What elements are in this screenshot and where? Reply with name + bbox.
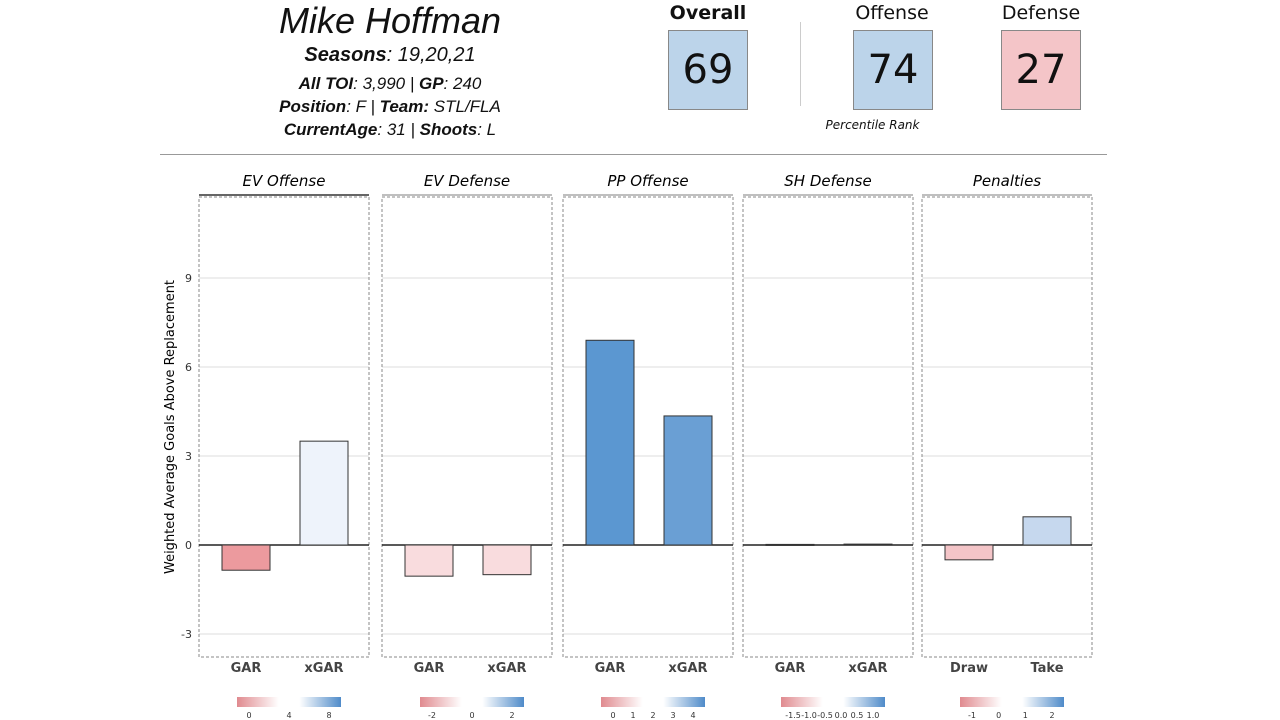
- x-tick-label: GAR: [414, 661, 445, 676]
- toi-line: All TOI: 3,990 | GP: 240: [298, 74, 482, 93]
- defense-label: Defense: [1001, 2, 1081, 24]
- bar-take: [1022, 516, 1072, 546]
- legend-tick: -1.0: [801, 711, 817, 720]
- color-legend: [420, 697, 524, 707]
- seasons-line: Seasons: 19,20,21: [304, 44, 476, 66]
- legend-tick: -1: [968, 711, 976, 720]
- bar-xgar: [843, 543, 893, 546]
- header-divider: [160, 154, 1107, 155]
- panel-title: EV Offense: [243, 172, 326, 190]
- legend-tick: -2: [428, 711, 436, 720]
- y-tick-label: 6: [185, 361, 192, 374]
- color-legend: [601, 697, 705, 707]
- bar-xgar: [299, 440, 349, 546]
- panel-frame: [921, 196, 1093, 658]
- bar-xgar: [663, 415, 713, 546]
- offense-box: 74: [853, 30, 933, 110]
- panel-frame: [381, 196, 553, 658]
- color-legend: [237, 697, 341, 707]
- x-tick-label: xGAR: [487, 661, 526, 676]
- panel-frame: [198, 196, 370, 658]
- bar-gar: [221, 544, 271, 571]
- legend-tick: 1: [630, 711, 635, 720]
- legend-tick: 0: [610, 711, 615, 720]
- panel-title: PP Offense: [607, 172, 688, 190]
- x-tick-label: GAR: [775, 661, 806, 676]
- legend-tick: 8: [326, 711, 331, 720]
- bar-gar: [765, 543, 815, 546]
- x-tick-label: xGAR: [668, 661, 707, 676]
- legend-tick: 0.0: [835, 711, 848, 720]
- bar-gar: [404, 544, 454, 577]
- defense-box: 27: [1001, 30, 1081, 110]
- y-tick-label: -3: [181, 628, 192, 641]
- legend-tick: 0: [996, 711, 1001, 720]
- legend-tick: 4: [690, 711, 695, 720]
- legend-tick: 2: [650, 711, 655, 720]
- legend-tick: 0: [246, 711, 251, 720]
- bar-xgar: [482, 544, 532, 576]
- legend-tick: -1.5: [785, 711, 801, 720]
- legend-tick: 3: [670, 711, 675, 720]
- legend-tick: 2: [1049, 711, 1054, 720]
- x-tick-label: xGAR: [304, 661, 343, 676]
- x-tick-label: xGAR: [848, 661, 887, 676]
- y-tick-label: 9: [185, 272, 192, 285]
- age-line: CurrentAge: 31 | Shoots: L: [283, 120, 497, 139]
- legend-tick: 2: [509, 711, 514, 720]
- bar-gar: [585, 339, 635, 546]
- color-legend: [781, 697, 885, 707]
- overall-box: 69: [668, 30, 748, 110]
- bar-draw: [944, 544, 994, 561]
- legend-tick: 4: [286, 711, 291, 720]
- legend-tick: -0.5: [817, 711, 833, 720]
- y-axis-label: Weighted Average Goals Above Replacement: [163, 280, 178, 574]
- x-tick-label: Take: [1030, 661, 1063, 676]
- player-name: Mike Hoffman: [278, 0, 502, 41]
- color-legend: [960, 697, 1064, 707]
- offense-label: Offense: [855, 2, 929, 24]
- legend-tick: 1.0: [867, 711, 880, 720]
- x-tick-label: Draw: [950, 661, 988, 676]
- x-tick-label: GAR: [595, 661, 626, 676]
- legend-tick: 1: [1023, 711, 1028, 720]
- panel-title: Penalties: [973, 172, 1041, 190]
- y-tick-label: 3: [185, 450, 192, 463]
- percentile-note: Percentile Rank: [825, 118, 920, 132]
- y-tick-label: 0: [185, 539, 192, 552]
- panel-frame: [742, 196, 914, 658]
- x-tick-label: GAR: [231, 661, 262, 676]
- position-line: Position: F | Team: STL/FLA: [279, 97, 501, 116]
- divider: [800, 22, 801, 106]
- panel-title: SH Defense: [784, 172, 871, 190]
- legend-tick: 0: [469, 711, 474, 720]
- legend-tick: 0.5: [851, 711, 864, 720]
- overall-label: Overall: [669, 2, 747, 24]
- panel-frame: [562, 196, 734, 658]
- panel-title: EV Defense: [424, 172, 510, 190]
